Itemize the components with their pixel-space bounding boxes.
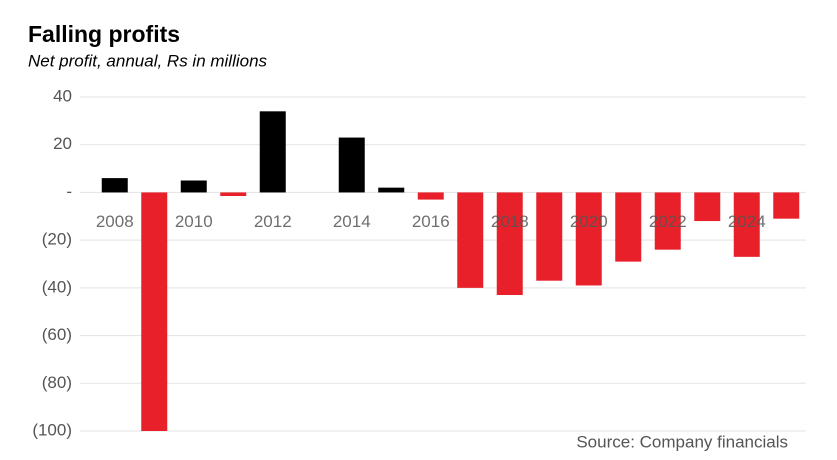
bar (773, 192, 800, 219)
x-tick-label: 2024 (728, 212, 766, 231)
x-tick-label: 2018 (491, 212, 529, 231)
chart-title: Falling profits (28, 21, 180, 47)
bar (338, 137, 365, 193)
bar (654, 192, 681, 250)
bar (733, 192, 760, 257)
y-tick-label: - (66, 182, 72, 201)
bar (417, 192, 444, 200)
bar (457, 192, 484, 288)
bar (101, 178, 128, 193)
bar (259, 111, 286, 193)
bar (378, 187, 405, 193)
y-tick-label: (60) (42, 325, 72, 344)
bar (496, 192, 523, 296)
bar (180, 180, 207, 193)
bar (575, 192, 602, 286)
x-tick-label: 2020 (570, 212, 608, 231)
y-tick-label: (40) (42, 277, 72, 296)
y-tick-label: 40 (53, 86, 72, 105)
y-tick-label: 20 (53, 134, 72, 153)
x-tick-label: 2014 (333, 212, 371, 231)
bar (141, 192, 168, 431)
x-tick-label: 2016 (412, 212, 450, 231)
bar (615, 192, 642, 262)
bar (694, 192, 721, 222)
y-tick-label: (100) (32, 420, 72, 439)
x-tick-label: 2008 (96, 212, 134, 231)
x-tick-label: 2012 (254, 212, 292, 231)
bar (220, 192, 247, 197)
y-tick-label: (20) (42, 230, 72, 249)
source-note: Source: Company financials (576, 432, 788, 451)
chart-subtitle: Net profit, annual, Rs in millions (28, 51, 268, 70)
x-tick-label: 2010 (175, 212, 213, 231)
bar (536, 192, 563, 281)
x-tick-label: 2022 (649, 212, 687, 231)
y-tick-label: (80) (42, 373, 72, 392)
